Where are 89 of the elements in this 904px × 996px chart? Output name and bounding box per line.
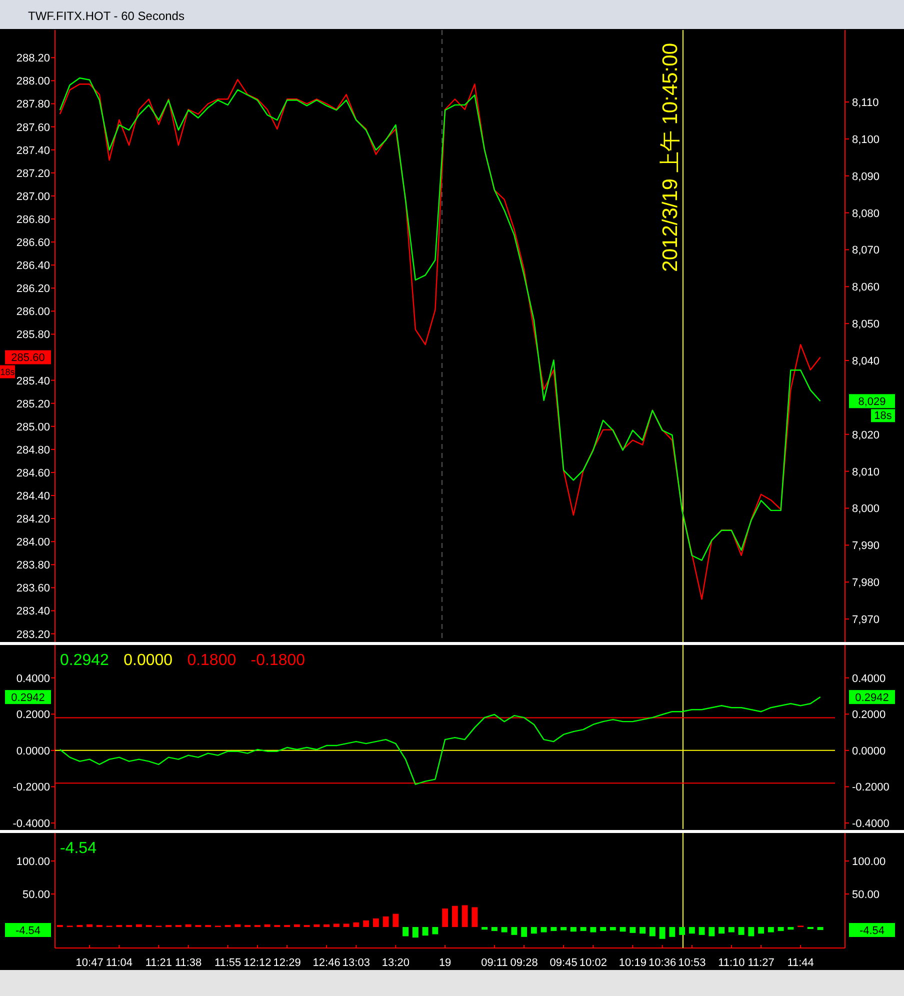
text: 18s bbox=[874, 410, 892, 422]
y-tick-label: 287.60 bbox=[16, 122, 50, 134]
x-tick-label: 09:11 bbox=[481, 957, 508, 969]
y2-tick-label: 7,970 bbox=[852, 614, 880, 626]
y-tick-label: 287.20 bbox=[16, 168, 50, 180]
y-tick-label: 285.80 bbox=[16, 329, 50, 342]
y2-tick-label: 7,990 bbox=[852, 540, 880, 552]
annotation: 2012/3/19 上午 10:45:00 bbox=[659, 43, 682, 272]
y-tick-label: 284.00 bbox=[16, 536, 50, 549]
text: 18s bbox=[0, 367, 16, 378]
y2-tick-label: 8,020 bbox=[852, 429, 880, 442]
y-tick-label: 284.80 bbox=[16, 444, 50, 456]
y2-tick-label: 8,010 bbox=[852, 466, 880, 478]
x-tick-label: 11:44 bbox=[787, 957, 814, 969]
y2-tick-label: 8,060 bbox=[852, 282, 880, 294]
ref-line-label: -0.1800 bbox=[250, 652, 306, 669]
x-tick-label: 12:46 bbox=[312, 957, 340, 969]
x-tick-label: 10:47 bbox=[76, 957, 104, 969]
x-tick-label: 12:12 bbox=[244, 957, 272, 969]
y2-tick-label: -0.2000 bbox=[852, 782, 890, 794]
x-tick-label: 10:36 bbox=[648, 957, 676, 969]
y-tick-label: -0.2000 bbox=[12, 782, 50, 794]
y2-tick-label: 0.2000 bbox=[852, 709, 886, 722]
ref-line-label: 0.1800 bbox=[187, 652, 236, 669]
y-tick-label: 0.4000 bbox=[16, 672, 50, 685]
y2-tick-label: 8,000 bbox=[852, 503, 880, 516]
y-tick-label: 284.20 bbox=[16, 514, 50, 526]
x-tick-label: 12:29 bbox=[273, 957, 301, 969]
y-tick-label: 285.20 bbox=[16, 398, 50, 410]
text: 285.60 bbox=[11, 352, 45, 364]
y-tick-label: -0.4000 bbox=[12, 818, 50, 830]
y-tick-label: 286.80 bbox=[16, 214, 50, 226]
text: 0.2942 bbox=[855, 692, 889, 704]
x-tick-label: 13:03 bbox=[342, 957, 370, 969]
y-tick-label: 287.00 bbox=[16, 190, 50, 203]
y-tick-label: 284.40 bbox=[16, 490, 50, 503]
y-tick-label: 283.80 bbox=[16, 560, 50, 572]
x-tick-label: 11:04 bbox=[106, 957, 133, 969]
x-tick-label: 11:38 bbox=[174, 957, 202, 969]
annotation: -4.54 bbox=[60, 840, 97, 857]
x-tick-label: 19 bbox=[438, 957, 452, 969]
y2-tick-label: 8,040 bbox=[852, 356, 880, 368]
y2-tick-label: 50.00 bbox=[852, 889, 880, 901]
y2-tick-label: -0.4000 bbox=[852, 818, 890, 830]
y-tick-label: 286.00 bbox=[16, 306, 50, 318]
y-tick-label: 286.40 bbox=[16, 260, 50, 272]
y-tick-label: 284.60 bbox=[16, 467, 50, 480]
x-tick-label: 09:28 bbox=[510, 957, 538, 969]
y-tick-label: 0.2000 bbox=[16, 709, 50, 722]
y2-tick-label: 8,110 bbox=[852, 97, 879, 110]
text: 0.2942 bbox=[11, 692, 45, 704]
annotation: 0.2942 bbox=[60, 652, 110, 669]
y-tick-label: 285.00 bbox=[16, 421, 50, 434]
y-tick-label: 50.00 bbox=[22, 889, 50, 901]
y-tick-label: 288.00 bbox=[16, 76, 50, 88]
x-tick-label: 11:27 bbox=[748, 957, 774, 969]
y-tick-label: 100.00 bbox=[16, 856, 50, 868]
y-tick-label: 0.0000 bbox=[16, 745, 50, 758]
text: 8,029 bbox=[858, 396, 886, 408]
y-tick-label: 285.40 bbox=[16, 375, 50, 388]
y2-tick-label: 7,980 bbox=[852, 577, 880, 590]
y2-tick-label: 100.00 bbox=[852, 856, 886, 868]
x-tick-label: 10:53 bbox=[678, 957, 706, 969]
text: -4.54 bbox=[859, 925, 885, 938]
y-tick-label: 287.40 bbox=[16, 144, 50, 157]
x-tick-label: 11:21 bbox=[145, 957, 172, 969]
y2-tick-label: 8,100 bbox=[852, 134, 880, 146]
y-tick-label: 288.20 bbox=[16, 52, 50, 65]
x-tick-label: 09:45 bbox=[550, 957, 578, 969]
y2-tick-label: 0.4000 bbox=[852, 672, 886, 685]
y-tick-label: 283.20 bbox=[16, 628, 50, 641]
x-tick-label: 10:02 bbox=[579, 957, 607, 969]
y-tick-label: 286.60 bbox=[16, 237, 50, 250]
x-tick-label: 11:55 bbox=[214, 957, 242, 969]
y-tick-label: 287.80 bbox=[16, 98, 50, 111]
y-tick-label: 283.40 bbox=[16, 606, 50, 618]
y2-tick-label: 8,070 bbox=[852, 244, 880, 257]
x-tick-label: 13:20 bbox=[382, 957, 410, 969]
y-tick-label: 286.20 bbox=[16, 283, 50, 296]
y2-tick-label: 8,090 bbox=[852, 170, 880, 183]
chart-title: TWF.FITX.HOT - 60 Seconds bbox=[28, 9, 184, 23]
x-tick-label: 10:19 bbox=[618, 957, 646, 969]
text: -4.54 bbox=[15, 925, 41, 938]
x-tick-label: 11:10 bbox=[718, 957, 745, 969]
y2-tick-label: 0.0000 bbox=[852, 745, 886, 758]
y2-tick-label: 8,080 bbox=[852, 208, 880, 220]
ref-line-label: 0.0000 bbox=[124, 652, 173, 669]
y-tick-label: 283.60 bbox=[16, 582, 50, 595]
y2-tick-label: 8,050 bbox=[852, 318, 880, 331]
